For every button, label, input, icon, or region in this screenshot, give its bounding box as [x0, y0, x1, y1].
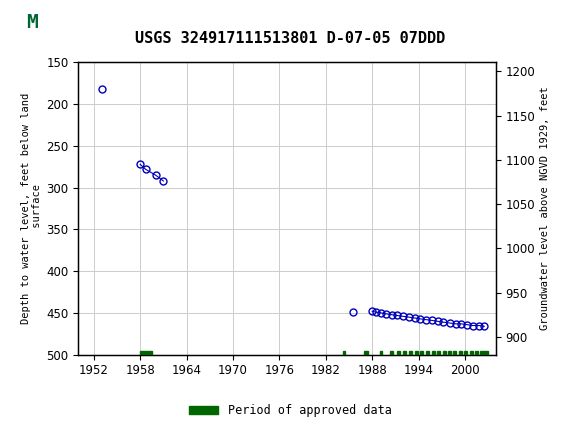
Y-axis label: Depth to water level, feet below land
 surface: Depth to water level, feet below land su…: [20, 93, 42, 324]
Text: USGS 324917111513801 D-07-05 07DDD: USGS 324917111513801 D-07-05 07DDD: [135, 31, 445, 46]
Bar: [448, 351, 451, 357]
Bar: [443, 351, 445, 357]
Bar: [397, 351, 400, 357]
Text: M: M: [26, 13, 38, 32]
Bar: [426, 351, 429, 357]
Bar: [475, 351, 478, 357]
Legend: Period of approved data: Period of approved data: [184, 399, 396, 422]
Bar: [454, 351, 456, 357]
Bar: [420, 351, 423, 357]
Bar: [480, 351, 488, 357]
Bar: [403, 351, 406, 357]
Bar: [380, 351, 382, 357]
Bar: [343, 351, 345, 357]
Bar: [470, 351, 473, 357]
Bar: [390, 351, 393, 357]
Bar: [364, 351, 368, 357]
Text: USGS: USGS: [75, 13, 122, 32]
Bar: [459, 351, 462, 357]
Bar: [437, 351, 440, 357]
Bar: [6, 4, 58, 41]
Bar: [140, 351, 152, 357]
Bar: [409, 351, 412, 357]
Bar: [415, 351, 418, 357]
Bar: [432, 351, 435, 357]
Y-axis label: Groundwater level above NGVD 1929, feet: Groundwater level above NGVD 1929, feet: [539, 87, 549, 330]
Bar: [464, 351, 467, 357]
